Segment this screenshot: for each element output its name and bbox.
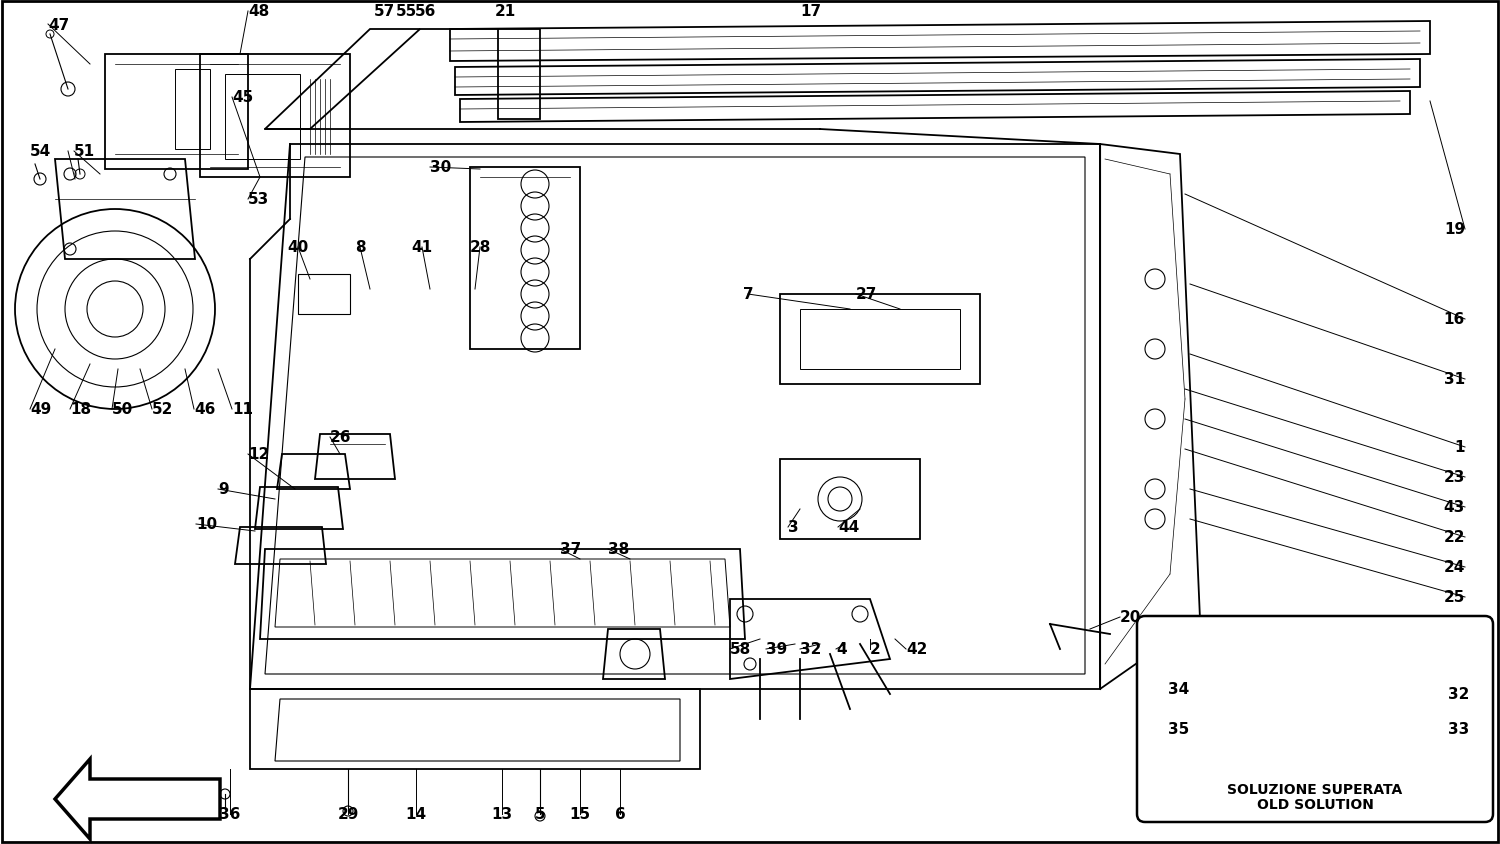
Text: 57: 57 [374, 4, 394, 19]
Text: 34: 34 [1168, 682, 1190, 696]
Text: 25: 25 [1443, 590, 1466, 605]
Text: 5: 5 [534, 807, 546, 821]
Text: 2: 2 [870, 641, 880, 657]
Text: 38: 38 [608, 542, 628, 557]
Text: 9: 9 [217, 482, 228, 497]
Text: 3: 3 [788, 520, 798, 535]
Text: 23: 23 [1443, 470, 1466, 485]
Text: SOLUZIONE SUPERATA: SOLUZIONE SUPERATA [1227, 782, 1403, 796]
Text: 14: 14 [405, 807, 426, 821]
Text: 47: 47 [48, 18, 69, 32]
Text: 10: 10 [196, 517, 217, 532]
Text: 16: 16 [1443, 312, 1466, 327]
Text: 32: 32 [1448, 687, 1470, 701]
Polygon shape [1280, 659, 1340, 709]
Text: 30: 30 [430, 160, 451, 176]
Text: 26: 26 [330, 430, 351, 445]
Text: 27: 27 [856, 287, 877, 302]
Text: 37: 37 [560, 542, 580, 557]
Text: 36: 36 [219, 807, 240, 821]
Text: 41: 41 [411, 241, 432, 255]
Text: 58: 58 [730, 641, 752, 657]
Text: 39: 39 [766, 641, 788, 657]
Text: 12: 12 [248, 447, 270, 462]
Text: 32: 32 [800, 641, 822, 657]
Text: 15: 15 [570, 807, 591, 821]
Text: 51: 51 [74, 144, 94, 160]
Text: 6: 6 [615, 807, 626, 821]
Text: 33: 33 [1448, 722, 1468, 737]
Text: 7: 7 [742, 287, 753, 302]
Text: 19: 19 [1444, 222, 1466, 237]
Text: 18: 18 [70, 402, 92, 417]
Text: 4: 4 [836, 641, 846, 657]
Text: 13: 13 [492, 807, 513, 821]
Text: 29: 29 [338, 807, 358, 821]
Text: 45: 45 [232, 90, 254, 106]
Text: 1: 1 [1455, 440, 1466, 455]
Text: 11: 11 [232, 402, 254, 417]
Text: 49: 49 [30, 402, 51, 417]
FancyBboxPatch shape [1137, 616, 1492, 822]
Text: 53: 53 [248, 192, 270, 208]
Text: 22: 22 [1443, 530, 1466, 545]
Text: OLD SOLUTION: OLD SOLUTION [1257, 797, 1374, 811]
Text: 24: 24 [1443, 560, 1466, 575]
Text: 31: 31 [1444, 372, 1466, 387]
Text: 46: 46 [194, 402, 216, 417]
Text: 56: 56 [414, 4, 435, 19]
Text: 40: 40 [288, 241, 309, 255]
Text: 52: 52 [152, 402, 174, 417]
Text: 50: 50 [112, 402, 134, 417]
Text: 17: 17 [800, 4, 820, 19]
Text: 28: 28 [470, 241, 490, 255]
Text: 8: 8 [354, 241, 366, 255]
Text: 48: 48 [248, 4, 270, 19]
Text: 21: 21 [495, 4, 516, 19]
Text: 42: 42 [906, 641, 927, 657]
Text: 55: 55 [396, 4, 417, 19]
Text: 20: 20 [1120, 609, 1142, 625]
Text: 35: 35 [1168, 722, 1190, 737]
Text: 43: 43 [1443, 500, 1466, 515]
Text: 44: 44 [839, 520, 860, 535]
Text: 54: 54 [30, 144, 51, 160]
